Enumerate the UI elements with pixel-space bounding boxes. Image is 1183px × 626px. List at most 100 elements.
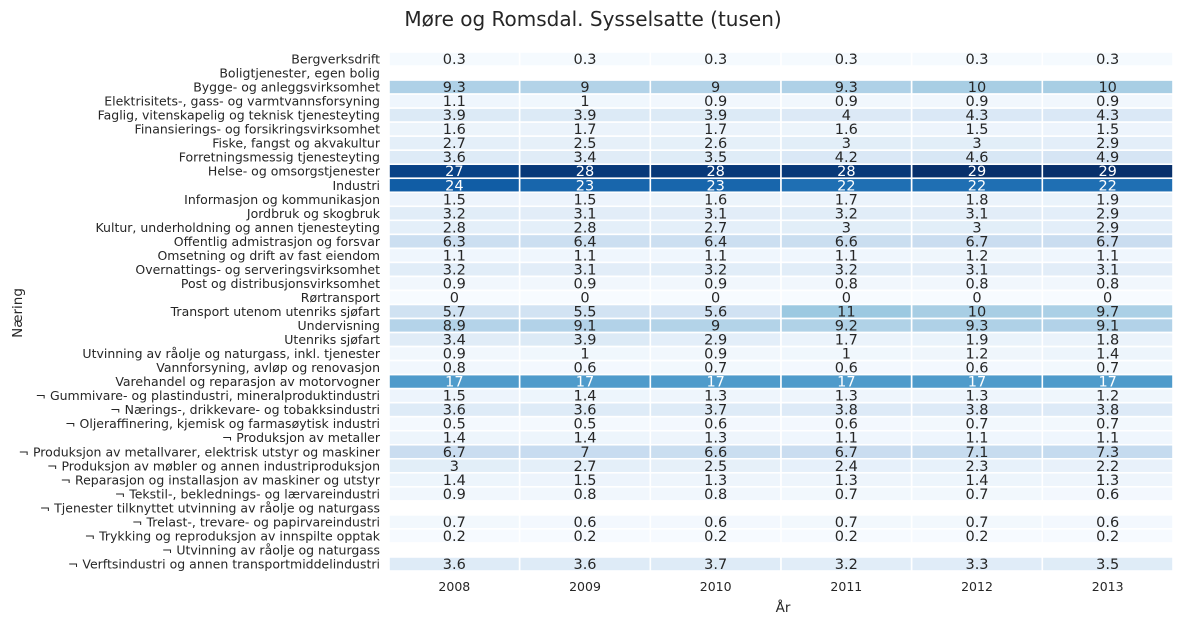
row-label: Bergverksdrift <box>291 52 380 67</box>
cell-value-label: 4.3 <box>1096 108 1119 124</box>
row-label: Faglig, vitenskapelig og teknisk tjenest… <box>98 108 380 123</box>
cell-value-label: 0.2 <box>965 529 988 545</box>
cell-value-label: 5.7 <box>443 305 466 321</box>
row-label: Industri <box>333 178 381 193</box>
cell-value-label: 2.9 <box>1096 220 1119 236</box>
cell-value-label: 0 <box>580 290 589 306</box>
row-label: ¬ Oljeraffinering, kjemisk og farmasøyti… <box>65 416 380 431</box>
cell-value-label: 3.4 <box>443 333 466 349</box>
cell-value-label: 0.7 <box>704 361 727 377</box>
cell-value-label: 0.7 <box>965 417 988 433</box>
cell-value-label: 3.6 <box>573 557 596 573</box>
cell-value-label: 0.7 <box>835 515 858 531</box>
cell-value-label: 29 <box>968 164 986 180</box>
cell-value-label: 6.7 <box>965 234 988 250</box>
cell-value-label: 17 <box>1098 375 1116 391</box>
cell-value-label: 0.3 <box>835 52 858 68</box>
cell-value-label: 28 <box>576 164 594 180</box>
cell-value-label: 1.7 <box>835 192 858 208</box>
x-axis-label: År <box>776 599 791 616</box>
cell-value-label: 1.1 <box>704 248 727 264</box>
cell-value-label: 8.9 <box>443 319 466 335</box>
cell-value-label: 0.6 <box>835 361 858 377</box>
cell-value-label: 1.3 <box>704 473 727 489</box>
cell-value-label: 3.6 <box>573 403 596 419</box>
cell-value-label: 1.5 <box>443 192 466 208</box>
cell-value-label: 0.6 <box>965 361 988 377</box>
cell-value-label: 9.7 <box>1096 305 1119 321</box>
cell-value-label: 23 <box>576 178 594 194</box>
row-label: Undervisning <box>298 318 380 333</box>
row-label: Overnattings- og serveringsvirksomhet <box>135 262 380 277</box>
row-label: Post og distribusjonsvirksomhet <box>181 276 380 291</box>
cell-value-label: 1.8 <box>1096 333 1119 349</box>
cell-value-label: 0.9 <box>1096 94 1119 110</box>
cell-value-label: 3.7 <box>704 403 727 419</box>
cell-value-label: 1.1 <box>573 248 596 264</box>
cell-value-label: 0.7 <box>443 515 466 531</box>
cell-value-label: 9.3 <box>835 80 858 96</box>
cell-value-label: 3.7 <box>704 557 727 573</box>
cell-value-label: 28 <box>706 164 724 180</box>
cell-value-label: 2.7 <box>704 220 727 236</box>
cell-value-label: 9 <box>711 80 720 96</box>
cell-value-label: 17 <box>968 375 986 391</box>
cell-value-label: 3.2 <box>443 206 466 222</box>
cell-value-label: 1.9 <box>965 333 988 349</box>
column-label: 2012 <box>961 579 993 594</box>
cell-value-label: 0.3 <box>1096 52 1119 68</box>
cell-value-label: 3.2 <box>835 206 858 222</box>
cell-value-label: 11 <box>837 305 855 321</box>
cell-value-label: 0 <box>450 290 459 306</box>
row-label: ¬ Produksjon av metallvarer, elektrisk u… <box>19 444 381 459</box>
cell-value-label: 0.7 <box>965 515 988 531</box>
cell-value-label: 1.7 <box>704 122 727 138</box>
row-label: Vannforsyning, avløp og renovasjon <box>156 360 380 375</box>
cell-value-label: 17 <box>445 375 463 391</box>
cell-value-label: 0.6 <box>835 417 858 433</box>
cell-value-label: 3.1 <box>1096 262 1119 278</box>
cell-value-label: 1.4 <box>573 431 596 447</box>
cell-value-label: 0.8 <box>1096 276 1119 292</box>
cell-value-label: 1.6 <box>704 192 727 208</box>
cell-value-label: 0.7 <box>835 487 858 503</box>
cell-value-label: 0 <box>1103 290 1112 306</box>
cell-value-label: 2.6 <box>704 136 727 152</box>
cell-value-label: 3 <box>842 136 851 152</box>
cell-value-label: 1.3 <box>965 389 988 405</box>
cell-value-label: 1.6 <box>835 122 858 138</box>
row-label: Utenriks sjøfart <box>284 332 380 347</box>
cell-value-label: 2.9 <box>704 333 727 349</box>
cell-value-label: 4 <box>842 108 851 124</box>
cell-value-label: 0.7 <box>965 487 988 503</box>
row-label: Finansierings- og forsikringsvirksomhet <box>135 122 381 137</box>
cell-value-label: 0.9 <box>443 347 466 363</box>
cell-value-label: 7.3 <box>1096 445 1119 461</box>
cell-value-label: 1.5 <box>573 473 596 489</box>
cell-value-label: 1.1 <box>965 431 988 447</box>
row-label: ¬ Verftsindustri og annen transportmidde… <box>68 556 380 571</box>
cell-value-label: 1.4 <box>443 473 466 489</box>
cell-value-label: 1.1 <box>835 431 858 447</box>
cell-value-label: 0.6 <box>573 361 596 377</box>
cell-value-label: 1.1 <box>1096 431 1119 447</box>
cell-value-label: 1.3 <box>1096 473 1119 489</box>
cell-value-label: 1.1 <box>1096 248 1119 264</box>
cell-value-label: 22 <box>968 178 986 194</box>
cell-value-label: 0.5 <box>573 417 596 433</box>
cell-value-label: 0.9 <box>965 94 988 110</box>
cell-value-label: 0 <box>972 290 981 306</box>
row-label: Kultur, underholdning og annen tjenestey… <box>95 220 380 235</box>
cell-value-label: 0.8 <box>835 276 858 292</box>
row-label: Informasjon og kommunikasjon <box>184 192 380 207</box>
cell-value-label: 27 <box>445 164 463 180</box>
row-label: Forretningsmessig tjenesteyting <box>179 150 380 165</box>
cell-value-label: 1.8 <box>965 192 988 208</box>
cell-value-label: 10 <box>968 80 986 96</box>
cell-value-label: 17 <box>837 375 855 391</box>
row-label: Helse- og omsorgstjenester <box>208 164 381 179</box>
cell-value-label: 3.4 <box>573 150 596 166</box>
cell-value-label: 3 <box>972 136 981 152</box>
